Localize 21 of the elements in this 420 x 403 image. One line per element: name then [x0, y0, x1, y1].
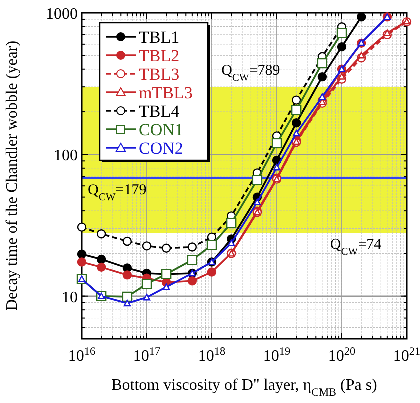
x-tick-label: 10$^{19}$: [263, 346, 291, 365]
legend-label: CON2: [139, 139, 184, 158]
y-axis-title: Decay time of the Chandler wobble (year): [4, 40, 21, 312]
y-tick-label: 100: [54, 148, 78, 165]
x-tick-label: 10$^{21}$: [393, 346, 420, 365]
annotation: Q$_{CW}$=179: [88, 182, 147, 203]
legend-label: CON1: [139, 120, 184, 140]
x-tick-label: 10$^{18}$: [198, 346, 226, 365]
legend-label: mTBL3: [139, 84, 193, 102]
y-tick-label: 10: [62, 289, 78, 306]
legend-label: TBL2: [139, 46, 180, 66]
x-tick-label: 10$^{16}$: [68, 346, 96, 365]
legend-label: TBL4: [139, 102, 180, 121]
annotation: Q$_{CW}$=789: [222, 63, 280, 84]
x-tick-label: 10$^{20}$: [328, 346, 356, 365]
annotation: Q$_{CW}$=74: [330, 237, 382, 258]
legend-label: TBL1: [139, 28, 180, 47]
x-axis-title: Bottom viscosity of D" layer, η$_{CMB}$ (Pa s): [112, 377, 378, 399]
y-tick-label: 1000: [46, 6, 78, 23]
x-tick-label: 10$^{17}$: [133, 346, 161, 365]
legend-label: TBL3: [139, 65, 180, 84]
